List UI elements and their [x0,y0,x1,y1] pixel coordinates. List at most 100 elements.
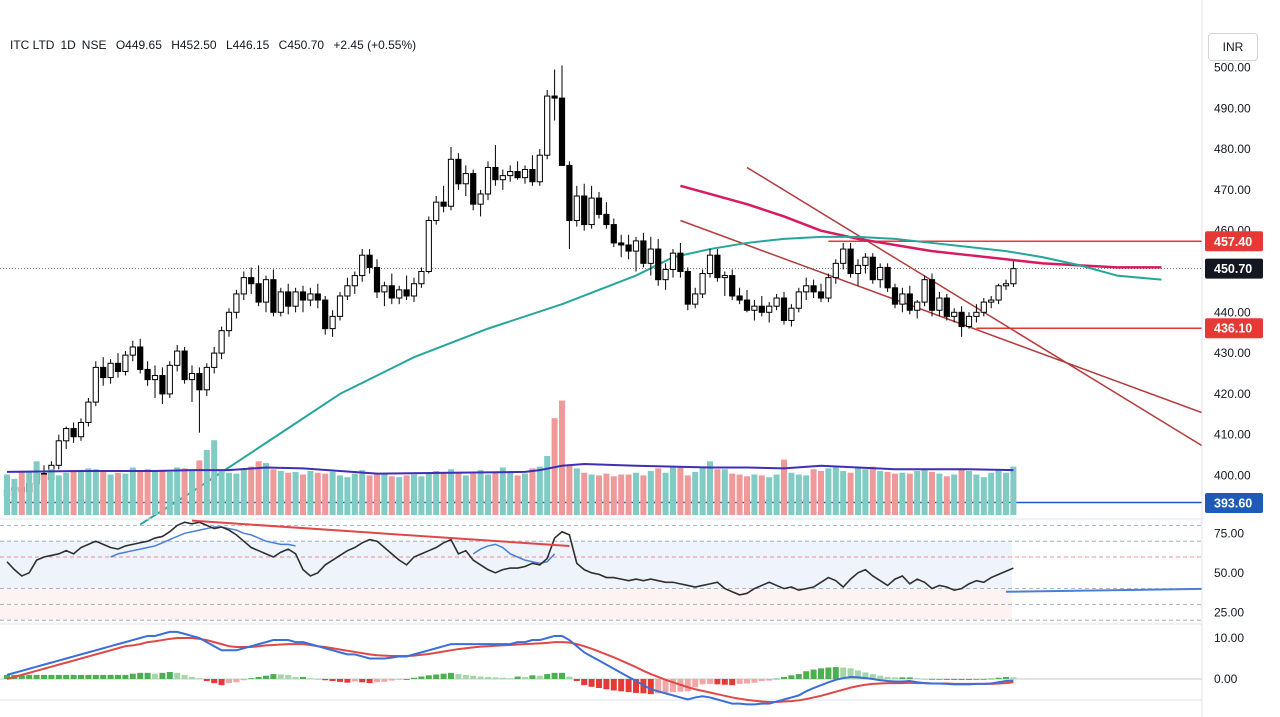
candle-body [218,330,225,354]
volume-bar [240,468,247,515]
candle-body [63,428,70,442]
candle-body [862,256,869,266]
macd-histogram-bar [536,675,543,679]
volume-bar [433,471,440,515]
rsi-panel[interactable] [0,518,1280,621]
candle-body [891,287,899,305]
macd-histogram-bar [914,678,921,679]
candle-body [699,273,706,295]
price-level-label: 436.10 [1214,322,1252,336]
candle [92,361,99,407]
candle-body [55,440,62,466]
currency-button[interactable]: INR [1208,33,1258,61]
volume-bar [314,472,321,515]
candle-body [277,291,284,313]
candle [203,363,210,396]
candle [669,249,677,278]
legend-close: C450.70 [278,38,325,52]
candle-body [736,295,743,301]
macd-histogram-bar [788,675,795,679]
macd-histogram-bar [884,676,891,679]
volume-bar [980,477,987,515]
candle [225,308,233,337]
macd-histogram-bar [78,674,84,679]
candle-body [995,285,1002,301]
candle-body [877,266,884,281]
candle [840,242,847,270]
volume-bar [270,469,277,515]
candle-body [403,289,410,297]
volume-bar [958,468,965,515]
candle [780,291,788,325]
candle [832,259,839,284]
candle-body [336,295,344,317]
symbol-legend: ITC LTD 1D NSE O449.65 H452.50 L446.15 C45… [10,38,422,52]
macd-histogram-bar [314,679,321,680]
macd-histogram-bar [633,679,639,693]
rsi-trendline[interactable] [191,519,570,547]
macd-histogram-bar [381,679,388,682]
candle [766,302,773,323]
macd-histogram-bar [662,679,669,693]
volume-bar [144,469,151,515]
candle [951,308,958,323]
candle [462,165,469,197]
macd-histogram-bar [544,674,551,679]
volume-bar [359,470,366,515]
volume-bar [1003,472,1009,515]
candle [899,287,906,313]
volume-bar [403,475,410,515]
volume-bar [522,473,528,515]
candle [647,236,654,276]
macd-histogram-bar [995,677,1002,679]
candle [129,340,136,362]
candle-body [618,242,625,246]
volume-bar [226,472,232,515]
price-axis[interactable]: 400.00410.00420.00430.00440.00450.00460.… [1201,0,1280,717]
price-tick-label: 480.00 [1214,142,1251,156]
macd-histogram-bar [196,678,203,679]
volume-bar [921,470,928,515]
candle-body [492,166,499,181]
macd-histogram-bar [714,679,721,685]
volume-bar [914,471,921,515]
candle-body [122,354,129,372]
volume-bar [33,461,40,515]
candle [891,283,899,309]
candle-body [595,197,603,215]
volume-bar [203,449,210,515]
volume-bar [277,471,284,515]
volume-bar [374,474,380,515]
candle-body [803,285,810,293]
candle-body [144,368,151,381]
volume-bar [159,471,166,515]
macd-histogram-bar [588,679,595,687]
candle-body [529,169,536,183]
macd-panel[interactable] [0,623,1202,706]
volume-bar [455,472,462,515]
volume-bar [559,400,565,515]
price-tick-label: 400.00 [1214,469,1251,483]
candle-body [729,275,736,297]
candle-body [373,266,381,293]
candle-body [359,254,366,277]
volume-bar [300,474,306,515]
price-panel[interactable] [0,65,1280,526]
candle-body [425,220,432,272]
channel-line[interactable] [680,219,1280,505]
macd-histogram-bar [721,679,728,685]
macd-histogram-bar [122,674,129,679]
volume-bar [4,474,10,515]
candle-body [832,262,839,279]
macd-histogram-bar [943,679,950,680]
volume-bar [255,461,262,515]
candle-body [100,366,107,379]
candle [359,249,366,282]
volume-bar [692,471,699,515]
volume-bar [189,470,195,515]
candle-body [114,362,122,372]
candle [936,291,943,317]
macd-histogram-bar [566,676,573,679]
candle [1010,261,1017,288]
